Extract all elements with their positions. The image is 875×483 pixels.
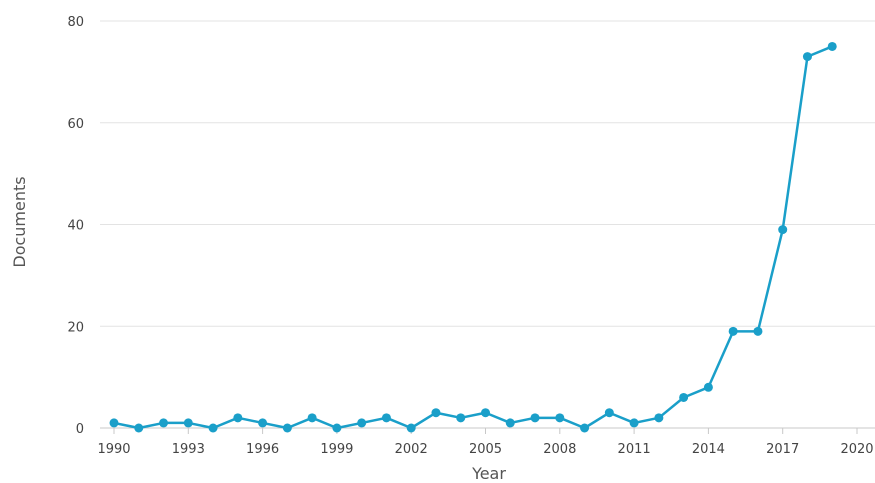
- data-point[interactable]: [282, 423, 292, 433]
- y-tick-label: 20: [67, 320, 84, 335]
- x-tick-label: 2011: [618, 442, 651, 457]
- data-point[interactable]: [406, 423, 416, 433]
- data-point[interactable]: [481, 408, 490, 418]
- data-point[interactable]: [109, 418, 119, 428]
- data-point[interactable]: [183, 418, 193, 428]
- x-tick-label: 1990: [97, 442, 130, 457]
- x-axis-label: Year: [471, 464, 506, 483]
- data-point[interactable]: [580, 423, 590, 433]
- data-point[interactable]: [258, 418, 268, 428]
- x-tick-label: 1993: [172, 442, 205, 457]
- data-point[interactable]: [530, 413, 540, 423]
- y-tick-label: 40: [67, 219, 84, 234]
- x-tick-label: 1999: [320, 442, 353, 457]
- data-point[interactable]: [753, 326, 763, 336]
- data-point[interactable]: [208, 423, 218, 433]
- data-point[interactable]: [134, 423, 144, 433]
- y-tick-label: 60: [67, 117, 84, 132]
- data-point[interactable]: [233, 413, 243, 423]
- data-point[interactable]: [679, 392, 689, 402]
- data-point[interactable]: [629, 418, 639, 428]
- data-point[interactable]: [555, 413, 565, 423]
- data-point[interactable]: [802, 52, 812, 62]
- x-tick-label: 2017: [766, 442, 799, 457]
- series-line: [113, 45, 833, 430]
- x-tick-label: 2014: [692, 442, 725, 457]
- y-axis-ticks: 0 20 40 60 80: [67, 15, 84, 437]
- data-point[interactable]: [654, 413, 664, 423]
- data-point[interactable]: [728, 326, 738, 336]
- data-point[interactable]: [332, 423, 342, 433]
- data-point[interactable]: [604, 408, 614, 418]
- x-axis-ticks: 1990 1993 1996 1999 2002 2005 2008 2011 2014 2017…: [97, 428, 874, 457]
- x-tick-label: 2008: [543, 442, 576, 457]
- data-point[interactable]: [307, 413, 317, 423]
- data-point[interactable]: [703, 382, 713, 392]
- grid-lines: [100, 20, 875, 327]
- data-point[interactable]: [357, 418, 367, 428]
- data-point[interactable]: [505, 418, 515, 428]
- data-point[interactable]: [827, 41, 837, 51]
- series-documents: [109, 41, 837, 433]
- data-point[interactable]: [431, 408, 441, 418]
- data-point[interactable]: [456, 413, 466, 423]
- x-tick-label: 1996: [246, 442, 279, 457]
- x-tick-label: 2005: [469, 442, 502, 457]
- x-tick-label: 2002: [395, 442, 428, 457]
- x-tick-label: 2020: [840, 442, 873, 457]
- data-point[interactable]: [381, 413, 391, 423]
- y-tick-label: 80: [67, 15, 84, 30]
- y-tick-label: 0: [76, 422, 84, 437]
- y-axis-label: Documents: [10, 176, 29, 267]
- data-point[interactable]: [778, 225, 788, 235]
- data-point[interactable]: [159, 418, 169, 428]
